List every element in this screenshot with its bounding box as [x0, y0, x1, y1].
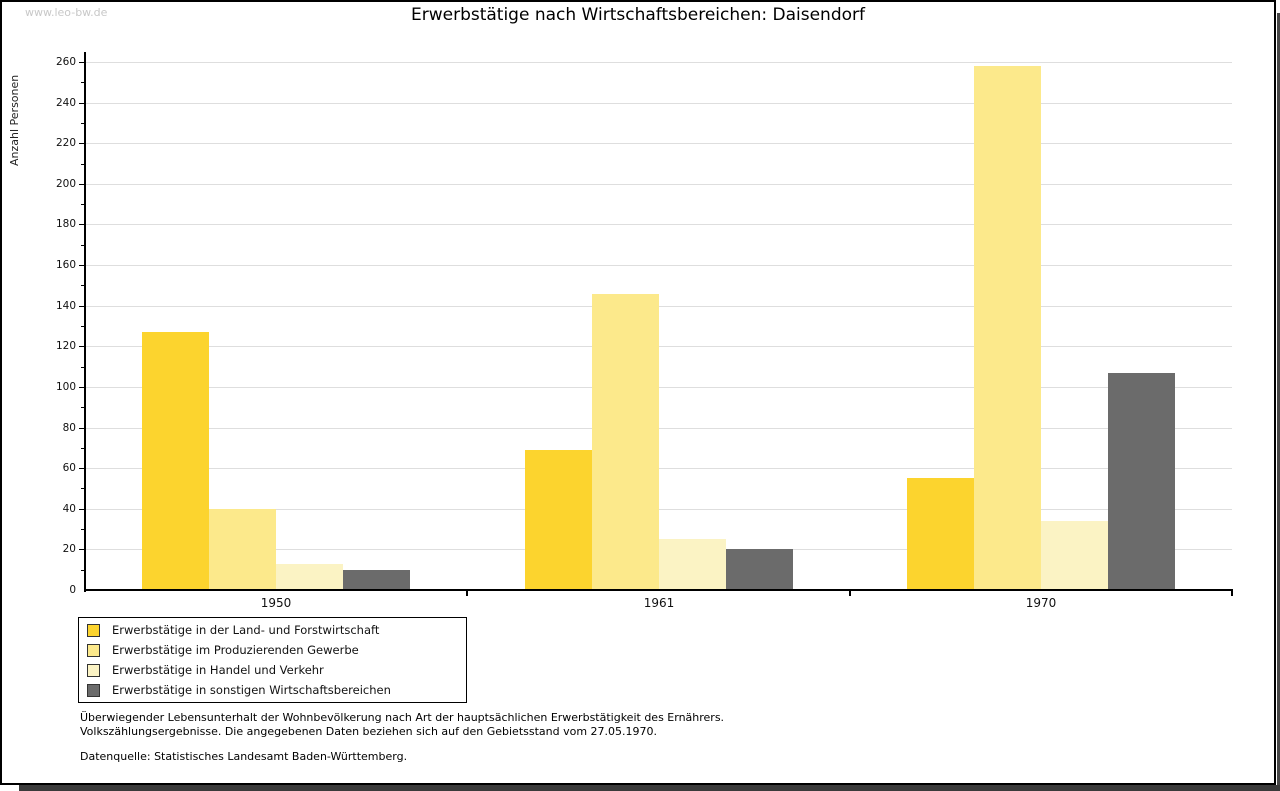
y-major-tick: [79, 224, 85, 225]
y-minor-tick: [81, 529, 85, 530]
y-minor-tick: [81, 326, 85, 327]
y-minor-tick: [81, 407, 85, 408]
y-major-tick: [79, 103, 85, 104]
y-major-tick: [79, 346, 85, 347]
legend-label: Erwerbstätige in sonstigen Wirtschaftsbe…: [112, 683, 391, 697]
bar-1950-series4: [343, 570, 410, 590]
legend-item: Erwerbstätige im Produzierenden Gewerbe: [87, 640, 458, 660]
y-major-tick: [79, 509, 85, 510]
y-tick-label: 160: [55, 259, 76, 271]
bar-1950-series3: [276, 564, 343, 590]
x-tick-label: 1961: [643, 596, 675, 610]
y-major-tick: [79, 428, 85, 429]
legend-label: Erwerbstätige in der Land- und Forstwirt…: [112, 623, 380, 637]
y-minor-tick: [81, 570, 85, 571]
y-major-tick: [79, 306, 85, 307]
legend: Erwerbstätige in der Land- und Forstwirt…: [78, 617, 467, 703]
x-axis-line: [84, 589, 1233, 591]
y-minor-tick: [81, 164, 85, 165]
y-minor-tick: [81, 285, 85, 286]
gridline: [86, 509, 1232, 510]
drop-shadow-bottom: [19, 785, 1280, 791]
legend-swatch: [87, 663, 100, 677]
y-minor-tick: [81, 367, 85, 368]
y-tick-label: 20: [62, 543, 76, 555]
y-tick-label: 200: [55, 178, 76, 190]
page-title: Erwerbstätige nach Wirtschaftsbereichen:…: [410, 5, 865, 25]
gridline: [86, 224, 1232, 225]
y-minor-tick: [81, 448, 85, 449]
y-major-tick: [79, 468, 85, 469]
gridline: [86, 346, 1232, 347]
bar-1970-series2: [974, 66, 1041, 590]
gridline: [86, 265, 1232, 266]
legend-item: Erwerbstätige in sonstigen Wirtschaftsbe…: [87, 680, 458, 700]
bar-1970-series1: [907, 478, 974, 590]
footnote-line: Volkszählungsergebnisse. Die angegebenen…: [80, 724, 658, 738]
bar-1950-series1: [142, 332, 209, 590]
bar-1961-series4: [726, 549, 793, 590]
y-tick-label: 260: [55, 56, 76, 68]
y-tick-label: 180: [55, 218, 76, 230]
drop-shadow-right: [1277, 13, 1280, 791]
bar-1950-series2: [209, 509, 276, 590]
gridline: [86, 184, 1232, 185]
y-tick-label: 220: [55, 137, 76, 149]
y-major-tick: [79, 62, 85, 63]
y-tick-label: 140: [55, 300, 76, 312]
bar-1970-series4: [1108, 373, 1175, 590]
y-tick-label: 240: [55, 97, 76, 109]
legend-swatch: [87, 683, 100, 697]
y-tick-label: 40: [62, 503, 76, 515]
bar-1961-series3: [659, 539, 726, 590]
gridline: [86, 103, 1232, 104]
x-tick-label: 1970: [1025, 596, 1057, 610]
legend-item: Erwerbstätige in Handel und Verkehr: [87, 660, 458, 680]
gridline: [86, 143, 1232, 144]
x-tick-label: 1950: [260, 596, 292, 610]
x-tick: [849, 591, 851, 596]
bar-1970-series3: [1041, 521, 1108, 590]
y-major-tick: [79, 265, 85, 266]
gridline: [86, 468, 1232, 469]
y-minor-tick: [81, 488, 85, 489]
y-tick-label: 0: [69, 584, 76, 596]
legend-label: Erwerbstätige im Produzierenden Gewerbe: [112, 643, 359, 657]
y-axis-line: [84, 52, 86, 592]
y-tick-label: 120: [55, 340, 76, 352]
legend-label: Erwerbstätige in Handel und Verkehr: [112, 663, 324, 677]
y-tick-label: 60: [62, 462, 76, 474]
gridline: [86, 387, 1232, 388]
y-tick-label: 80: [62, 422, 76, 434]
footnote-line: Überwiegender Lebensunterhalt der Wohnbe…: [80, 711, 725, 724]
x-tick: [466, 591, 468, 596]
gridline: [86, 62, 1232, 63]
source-line: Datenquelle: Statistisches Landesamt Bad…: [80, 750, 408, 763]
y-minor-tick: [81, 204, 85, 205]
y-major-tick: [79, 143, 85, 144]
y-minor-tick: [81, 245, 85, 246]
y-major-tick: [79, 387, 85, 388]
legend-swatch: [87, 623, 100, 637]
y-minor-tick: [81, 123, 85, 124]
y-minor-tick: [81, 82, 85, 83]
gridline: [86, 306, 1232, 307]
legend-item: Erwerbstätige in der Land- und Forstwirt…: [87, 620, 458, 640]
legend-swatch: [87, 643, 100, 657]
x-tick: [1231, 591, 1233, 596]
gridline: [86, 428, 1232, 429]
y-major-tick: [79, 184, 85, 185]
y-major-tick: [79, 549, 85, 550]
bar-1961-series1: [525, 450, 592, 590]
footnote: Überwiegender Lebensunterhalt der Wohnbe…: [80, 711, 724, 738]
bar-1961-series2: [592, 294, 659, 590]
y-tick-label: 100: [55, 381, 76, 393]
watermark: www.leo-bw.de: [25, 6, 108, 19]
